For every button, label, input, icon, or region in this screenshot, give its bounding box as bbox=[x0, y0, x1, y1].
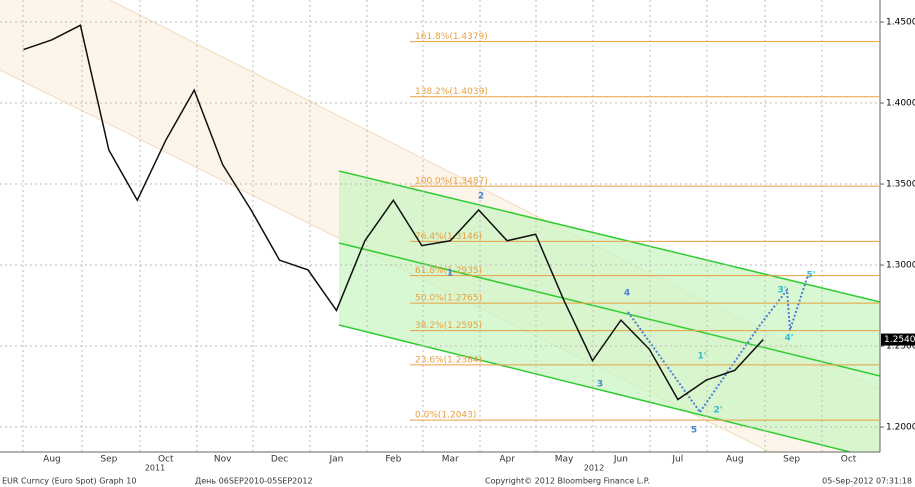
fib-label: 61.8%(1.2935) bbox=[415, 266, 482, 276]
y-tick-label: 1.4500 bbox=[886, 18, 915, 28]
x-tick-label: Aug bbox=[43, 455, 61, 465]
x-tick-label: Sep bbox=[100, 455, 117, 465]
x-tick-label: Feb bbox=[385, 455, 401, 465]
x-tick-label: May bbox=[555, 455, 574, 465]
footer-range: День 06SEP2010-05SEP2012 bbox=[195, 477, 313, 486]
wave-label: 1' bbox=[697, 352, 706, 362]
wave-label: 3' bbox=[777, 286, 786, 296]
fib-label: 161.8%(1.4379) bbox=[415, 32, 488, 42]
footer-left: EUR Curncy (Euro Spot) Graph 10 bbox=[2, 477, 136, 486]
last-price-box bbox=[881, 333, 915, 346]
x-tick-label: Aug bbox=[726, 455, 744, 465]
wave-label: 4' bbox=[784, 334, 793, 344]
y-tick-label: 1.4000 bbox=[886, 99, 915, 109]
fib-label: 138.2%(1.4039) bbox=[415, 87, 488, 97]
fib-label: 0.0%(1.2043) bbox=[415, 411, 476, 421]
year-label: 2012 bbox=[584, 464, 604, 473]
footer-timestamp: 05-Sep-2012 07:31:18 bbox=[822, 477, 912, 486]
x-tick-label: Mar bbox=[442, 455, 459, 465]
month-separators bbox=[22, 0, 823, 452]
x-tick-label: Oct bbox=[841, 455, 857, 465]
x-tick-label: Sep bbox=[783, 455, 800, 465]
channel-mid bbox=[338, 242, 881, 377]
footer-copyright: Copyright© 2012 Bloomberg Finance L.P. bbox=[485, 477, 650, 486]
x-tick-label: Jul bbox=[671, 455, 683, 465]
wave-label: 4 bbox=[624, 289, 630, 299]
x-tick-label: Oct bbox=[158, 455, 174, 465]
y-tick-label: 1.2000 bbox=[886, 423, 915, 433]
wave-label: 2 bbox=[478, 192, 484, 202]
fib-label: 38.2%(1.2595) bbox=[415, 321, 482, 331]
x-tick-label: Nov bbox=[214, 455, 232, 465]
y-tick-label: 1.3500 bbox=[886, 180, 915, 190]
x-tick-label: Dec bbox=[271, 455, 288, 465]
year-label: 2011 bbox=[145, 464, 165, 473]
wave-label: 1 bbox=[447, 269, 453, 279]
x-tick-label: Jan bbox=[329, 455, 344, 465]
fib-label: 100.0%(1.3487) bbox=[415, 177, 488, 187]
wave-label: 2' bbox=[713, 406, 722, 416]
channel-top bbox=[338, 170, 881, 303]
x-tick-label: Apr bbox=[499, 455, 515, 465]
fib-label: 50.0%(1.2765) bbox=[415, 294, 482, 304]
fib-label: 23.6%(1.2384) bbox=[415, 355, 482, 365]
wave-label: 3 bbox=[597, 380, 603, 390]
y-tick-label: 1.3000 bbox=[886, 261, 915, 271]
fib-label: 76.4%(1.3146) bbox=[415, 232, 482, 242]
wave-label: 5 bbox=[691, 426, 697, 436]
wave-label: 5' bbox=[806, 271, 815, 281]
price-line bbox=[23, 24, 764, 401]
last-price-label: 1.2540 bbox=[884, 335, 915, 345]
x-tick-label: Jun bbox=[613, 455, 628, 465]
y-tick-label: 1.2500 bbox=[886, 342, 915, 352]
wave-projection bbox=[627, 274, 809, 413]
